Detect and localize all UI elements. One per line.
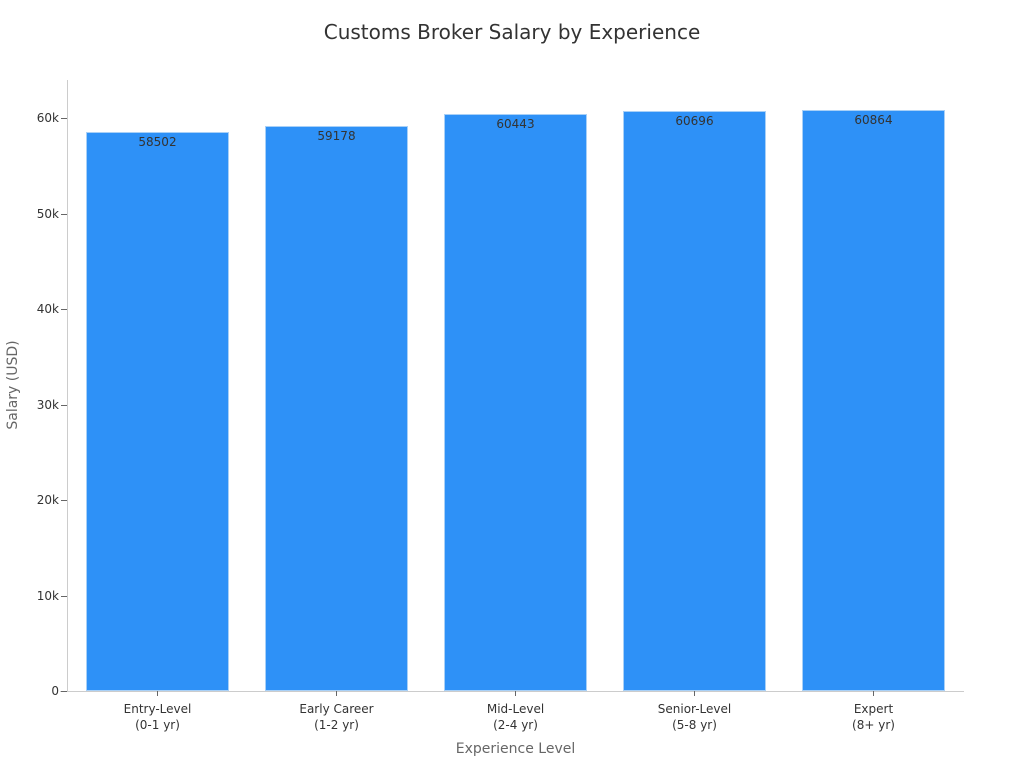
y-tick: 60k <box>0 111 67 125</box>
chart-title: Customs Broker Salary by Experience <box>323 20 701 44</box>
y-tick-label: 10k <box>36 588 59 603</box>
x-axis-line <box>60 691 964 692</box>
y-tick-label: 20k <box>36 493 59 507</box>
bar-value-label: 60864 <box>854 112 893 127</box>
y-tick-mark <box>61 691 67 692</box>
x-tick-mark <box>157 691 158 696</box>
y-tick-label: 50k <box>36 206 59 221</box>
x-tick-mark <box>336 691 337 696</box>
x-tick-mark <box>873 691 874 696</box>
bar[interactable] <box>444 113 587 691</box>
bar-value-label: 59178 <box>317 128 356 143</box>
y-tick-mark <box>61 595 67 597</box>
x-tick-mark <box>515 691 516 696</box>
y-tick-label: 30k <box>36 397 59 412</box>
bar-value-label: 60696 <box>675 114 714 129</box>
x-tick: Entry-Level (0-1 yr) <box>86 691 229 733</box>
x-tick: Mid-Level (2-4 yr) <box>444 691 587 733</box>
bar-value-label: 58502 <box>138 135 177 150</box>
y-tick: 0 <box>0 684 67 698</box>
bar[interactable] <box>86 132 229 691</box>
y-tick-mark <box>61 500 67 501</box>
y-axis-line <box>67 80 68 692</box>
y-tick: 10k <box>0 589 67 603</box>
x-tick-label: Senior-Level (5-8 yr) <box>657 702 732 732</box>
y-tick-label: 0 <box>51 684 59 698</box>
x-tick: Expert (8+ yr) <box>802 691 945 733</box>
bar[interactable] <box>265 125 408 691</box>
y-tick-label: 40k <box>36 302 59 316</box>
bar[interactable] <box>623 111 766 691</box>
x-tick-label: Early Career (1-2 yr) <box>299 702 374 732</box>
y-tick: 20k <box>0 493 67 507</box>
x-tick-mark <box>694 691 695 696</box>
y-tick-mark <box>61 118 67 119</box>
bar-value-label: 60443 <box>496 116 535 131</box>
x-tick-label: Expert (8+ yr) <box>852 702 895 732</box>
y-axis-label: Salary (USD) <box>5 340 21 430</box>
x-axis-label: Experience Level <box>455 741 576 757</box>
x-tick-label: Entry-Level (0-1 yr) <box>123 702 192 732</box>
y-tick-mark <box>61 309 67 310</box>
y-tick: 40k <box>0 302 67 316</box>
x-tick: Senior-Level (5-8 yr) <box>623 691 766 733</box>
x-tick-label: Mid-Level (2-4 yr) <box>486 702 545 732</box>
bar[interactable] <box>802 109 945 691</box>
y-tick-mark <box>61 213 67 215</box>
y-tick-mark <box>61 404 67 406</box>
y-tick-label: 60k <box>36 111 59 125</box>
y-tick: 30k <box>0 398 67 412</box>
y-tick: 50k <box>0 207 67 221</box>
x-tick: Early Career (1-2 yr) <box>265 691 408 733</box>
